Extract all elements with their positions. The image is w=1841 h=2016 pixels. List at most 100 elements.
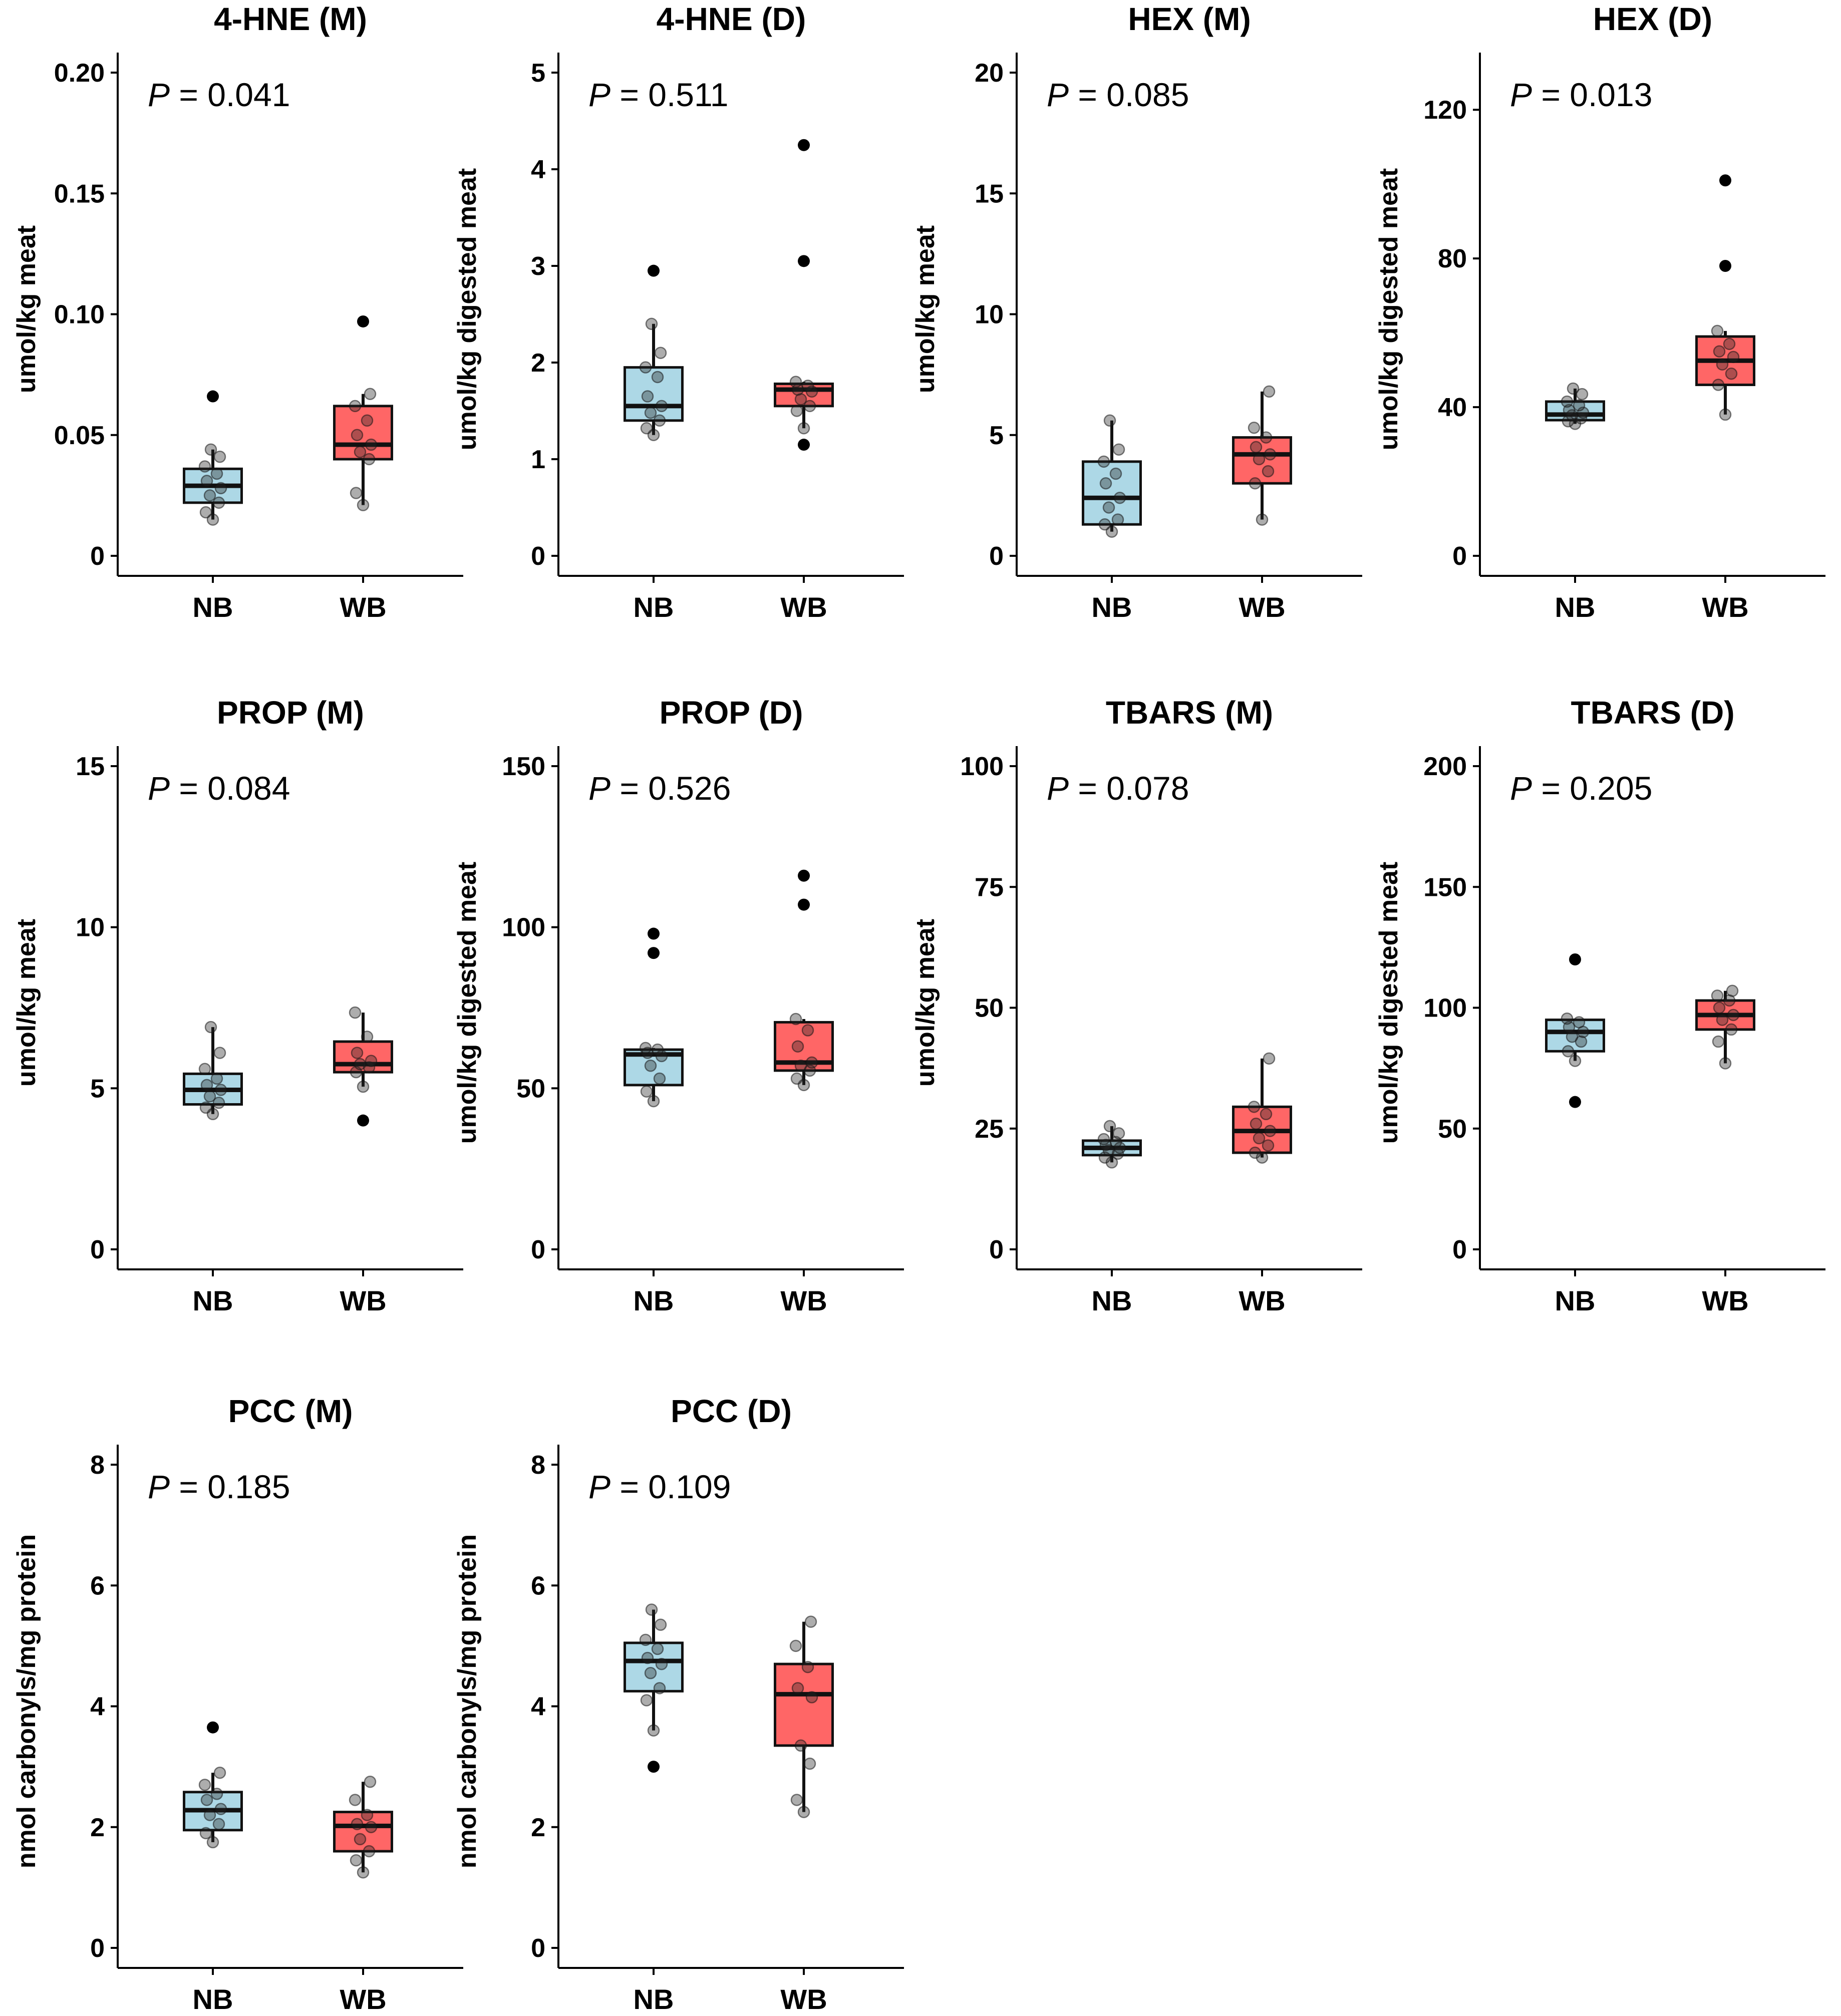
p-value-label: P = 0.511 xyxy=(588,76,729,113)
panel-title: PCC (M) xyxy=(228,1393,353,1429)
data-point xyxy=(198,460,211,473)
data-point xyxy=(1576,388,1589,401)
box-nb xyxy=(624,366,684,422)
outlier-point xyxy=(798,255,810,267)
data-point xyxy=(1713,345,1726,358)
data-point xyxy=(357,1866,370,1879)
data-point xyxy=(1103,414,1116,427)
outlier-point xyxy=(648,264,660,277)
y-axis-label: umol/kg meat xyxy=(12,225,41,393)
panel-title: PCC (D) xyxy=(671,1393,792,1429)
data-point xyxy=(639,1633,652,1646)
data-point xyxy=(1105,525,1118,538)
data-point xyxy=(654,347,667,359)
data-point xyxy=(1567,382,1580,395)
data-point xyxy=(213,450,226,463)
data-point xyxy=(350,487,363,499)
data-point xyxy=(1562,1045,1575,1058)
data-point xyxy=(1253,453,1266,466)
x-tick-label: WB xyxy=(1702,1285,1748,1316)
y-axis-label: umol/kg digested meat xyxy=(1374,168,1403,450)
data-point xyxy=(794,1739,807,1752)
y-tick-label: 0.05 xyxy=(54,421,105,450)
panel-2: 4-HNE (D) 0 1 2 3 4 5 umol/kg digested meat P = … xyxy=(453,1,904,623)
data-point xyxy=(803,1757,816,1770)
outlier-point xyxy=(648,1761,660,1773)
x-tick-label: NB xyxy=(193,1285,233,1316)
data-point xyxy=(350,1854,363,1867)
data-point xyxy=(1249,477,1262,490)
outlier-point xyxy=(207,1721,219,1734)
data-point xyxy=(655,1657,668,1670)
y-axis-label: nmol carbonyls/mg protein xyxy=(12,1534,41,1868)
y-tick-label: 50 xyxy=(975,994,1004,1023)
outlier-point xyxy=(648,927,660,940)
x-tick-label: NB xyxy=(1555,591,1596,623)
data-point xyxy=(653,1682,666,1695)
y-tick-label: 100 xyxy=(960,752,1004,781)
y-tick-label: 150 xyxy=(1423,873,1467,902)
data-point xyxy=(1103,1120,1116,1133)
y-tick-label: 0 xyxy=(1452,542,1467,571)
y-tick-label: 2 xyxy=(90,1813,105,1842)
outlier-point xyxy=(798,439,810,451)
outlier-point xyxy=(1569,1096,1581,1108)
data-point xyxy=(1263,385,1276,398)
y-axis-label: umol/kg digested meat xyxy=(1374,862,1403,1144)
data-point xyxy=(199,506,212,519)
data-point xyxy=(801,1024,814,1037)
data-point xyxy=(789,1013,802,1026)
data-point xyxy=(801,380,814,392)
y-tick-label: 200 xyxy=(1423,752,1467,781)
y-tick-label: 0 xyxy=(531,1235,545,1264)
x-tick-label: WB xyxy=(780,1285,827,1316)
y-tick-label: 6 xyxy=(531,1571,545,1600)
x-tick-label: WB xyxy=(1702,591,1748,623)
y-tick-label: 5 xyxy=(531,59,545,88)
data-point xyxy=(1099,477,1112,490)
x-tick-label: NB xyxy=(634,1285,674,1316)
y-axis-label: umol/kg meat xyxy=(911,919,940,1087)
y-tick-label: 10 xyxy=(76,913,105,942)
y-tick-label: 0 xyxy=(90,542,105,571)
data-point xyxy=(791,1682,804,1695)
outlier-point xyxy=(798,869,810,882)
y-tick-label: 4 xyxy=(90,1693,105,1722)
panel-1: 4-HNE (M) 0 0.05 0.10 0.15 0.20 umol/kg meat P … xyxy=(12,1,463,623)
data-point xyxy=(363,453,376,466)
data-point xyxy=(651,371,664,384)
data-point xyxy=(203,1809,216,1821)
data-point xyxy=(655,1050,668,1063)
data-point xyxy=(1716,358,1729,371)
y-tick-label: 100 xyxy=(502,913,545,942)
data-point xyxy=(645,317,658,330)
data-point xyxy=(1102,501,1115,514)
y-axis-label: umol/kg digested meat xyxy=(453,168,482,450)
data-point xyxy=(653,414,666,427)
y-tick-label: 0 xyxy=(989,1235,1004,1264)
data-point xyxy=(354,446,367,458)
y-tick-label: 0 xyxy=(1452,1235,1467,1264)
y-tick-label: 100 xyxy=(1423,994,1467,1023)
data-point xyxy=(647,1095,660,1108)
y-tick-label: 75 xyxy=(975,873,1004,902)
data-point xyxy=(654,1618,667,1631)
outlier-point xyxy=(1719,174,1731,187)
data-point xyxy=(645,1603,658,1616)
panel-6: PROP (D) 0 50 100 150 umol/kg digested meat P … xyxy=(453,695,904,1316)
data-point xyxy=(1712,379,1725,391)
p-value-label: P = 0.041 xyxy=(148,76,290,113)
data-point xyxy=(1713,1001,1726,1014)
y-tick-label: 2 xyxy=(531,349,545,378)
y-tick-label: 50 xyxy=(1438,1115,1467,1144)
y-tick-label: 0.10 xyxy=(54,300,105,329)
panel-title: HEX (D) xyxy=(1593,1,1712,37)
panel-title: 4-HNE (M) xyxy=(214,1,367,37)
y-tick-label: 120 xyxy=(1423,96,1467,125)
data-point xyxy=(210,1072,223,1085)
data-point xyxy=(641,390,654,403)
data-point xyxy=(804,1615,817,1628)
data-point xyxy=(790,1794,803,1806)
y-tick-label: 1 xyxy=(531,445,545,474)
data-point xyxy=(644,407,657,419)
